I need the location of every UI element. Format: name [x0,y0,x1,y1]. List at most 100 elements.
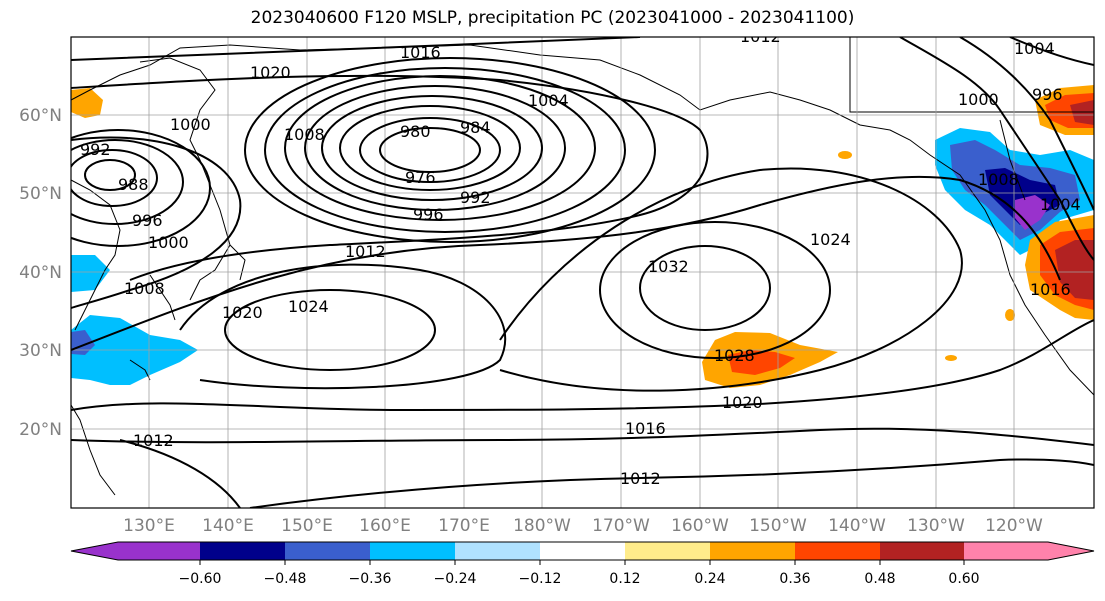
colorbar-tick-label: −0.24 [434,571,477,587]
contour-label: 1016 [400,43,441,62]
contour-label: 996 [132,211,163,230]
isobar [379,127,481,173]
isobar [959,37,1094,211]
contour-label: 984 [460,118,491,137]
colorbar-tick-label: 0.60 [948,571,979,587]
colorbar-tick-label: −0.12 [519,571,562,587]
contour-label: 1028 [714,346,755,365]
contour-label: 1020 [722,393,763,412]
isobar [284,75,596,221]
colorbar-tick-label: 0.36 [779,571,810,587]
colorbar-ticks [199,560,965,565]
lon-label: 160°W [671,516,729,536]
precip-area [71,330,95,355]
colorbar-tick-label: −0.36 [349,571,392,587]
contour-label: 992 [460,188,491,207]
contour-label: 1024 [810,230,851,249]
isobar [499,167,963,392]
contour-label: 1032 [648,257,689,276]
colorbar-segment [625,542,710,560]
map-frame [70,36,1095,509]
colorbar-segment [71,542,200,560]
colorbar-tick-label: 0.24 [694,571,725,587]
contour-label: 996 [413,205,444,224]
lon-label: 140°W [828,516,886,536]
isobar [179,263,507,390]
lat-label: 40°N [19,263,62,283]
contour-labels: 1016 1020 1004 1000 992 988 996 1000 100… [80,27,1081,488]
lon-labels: 130°E 140°E 150°E 160°E 170°E 180°W 170°… [123,516,1043,536]
isobar [71,427,1094,446]
isobar [84,159,136,191]
isobar [71,319,1094,412]
colorbar-segment [455,542,540,560]
isobar [599,221,831,359]
contour-label: 996 [1032,85,1063,104]
contour-label: 1008 [284,125,325,144]
isobar [359,117,501,183]
isobar [244,57,656,243]
isobar [71,139,184,225]
contour-label: 1012 [345,242,386,261]
lon-label: 170°W [592,516,650,536]
contour-label: 992 [80,140,111,159]
isobar [71,149,158,207]
isobar [249,458,1094,508]
mslp-contours [71,37,1094,508]
precip-speck [945,355,957,361]
lon-label: 170°E [438,516,490,536]
isobar [71,129,211,247]
colorbar-segment [964,542,1094,560]
lon-label: 150°W [749,516,807,536]
contour-label: 1000 [958,90,999,109]
isobar [321,95,543,201]
contour-label: 1020 [250,63,291,82]
isobar [899,37,1094,261]
isobar [264,67,626,233]
precip-speck [1005,309,1015,321]
precip-area [1015,195,1050,230]
contour-label: 1004 [1014,39,1055,58]
chart-title: 2023040600 F120 MSLP, precipitation PC (… [250,8,855,28]
contour-label: 1012 [620,469,661,488]
isobar [224,289,436,371]
lon-label: 150°E [281,516,333,536]
colorbar-segment [795,542,880,560]
contour-label: 988 [118,175,149,194]
precip-speck [838,151,852,159]
contour-label: 1008 [978,170,1019,189]
lon-label: 130°E [123,516,175,536]
colorbar-tick-label: 0.12 [609,571,640,587]
isobar [339,105,521,191]
precip-area [71,255,110,292]
lat-label: 60°N [19,106,62,126]
lon-label: 120°W [985,516,1043,536]
contour-label: 1012 [740,27,781,46]
colorbar-segment [880,542,964,560]
contour-label: 976 [405,168,436,187]
colorbar-segment [285,542,370,560]
colorbar-segment [540,542,625,560]
contour-label: 1016 [1030,280,1071,299]
contour-label: 1004 [528,91,569,110]
lat-label: 20°N [19,420,62,440]
contour-label: 1020 [222,303,263,322]
colorbar-segment [710,542,795,560]
lon-label: 160°E [359,516,411,536]
contour-label: 1012 [133,431,174,450]
lat-label: 50°N [19,184,62,204]
contour-label: 1000 [170,115,211,134]
lat-labels: 60°N 50°N 40°N 30°N 20°N [19,106,62,440]
contour-label: 1000 [148,233,189,252]
contour-label: 1024 [288,297,329,316]
colorbar-segment [200,542,285,560]
isobar [1009,37,1094,66]
isobar [119,439,241,508]
map-panel: 1016 1020 1004 1000 992 988 996 1000 100… [70,27,1095,509]
contour-label: 1008 [124,279,165,298]
isobar [71,74,709,281]
colorbar-tick-label: 0.48 [864,571,895,587]
contour-label: 1016 [625,419,666,438]
colorbar-segment [370,542,455,560]
